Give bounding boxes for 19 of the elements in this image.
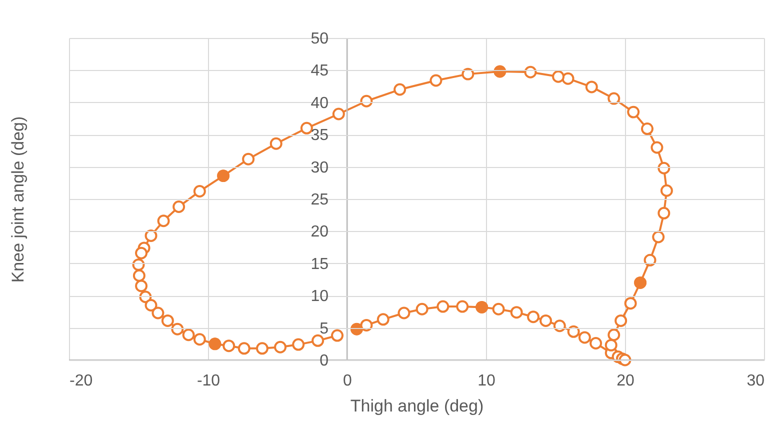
y-tick-label: 25: [310, 192, 329, 208]
x-tick-label: -10: [196, 372, 220, 390]
y-tick-label: 50: [310, 30, 329, 48]
y-tick-label: 10: [310, 288, 329, 306]
x-tick-label: 30: [746, 372, 765, 390]
y-tick-label: 45: [310, 62, 329, 80]
y-tick-label: 15: [310, 256, 329, 273]
y-tick-label: 35: [310, 127, 329, 144]
y-tick-label: 30: [310, 159, 329, 176]
y-axis-title: Knee joint angle (deg): [8, 116, 28, 283]
x-axis-title: Thigh angle (deg): [350, 396, 484, 416]
y-tick-label: 40: [310, 94, 329, 112]
x-tick-label: -20: [70, 372, 93, 390]
y-tick-label: 0: [320, 352, 329, 370]
x-tick-label: 20: [616, 372, 634, 390]
y-tick-label: 5: [320, 320, 329, 338]
x-tick-label: 10: [478, 372, 496, 390]
x-tick-label: 0: [343, 372, 352, 390]
y-tick-label: 20: [310, 224, 329, 241]
